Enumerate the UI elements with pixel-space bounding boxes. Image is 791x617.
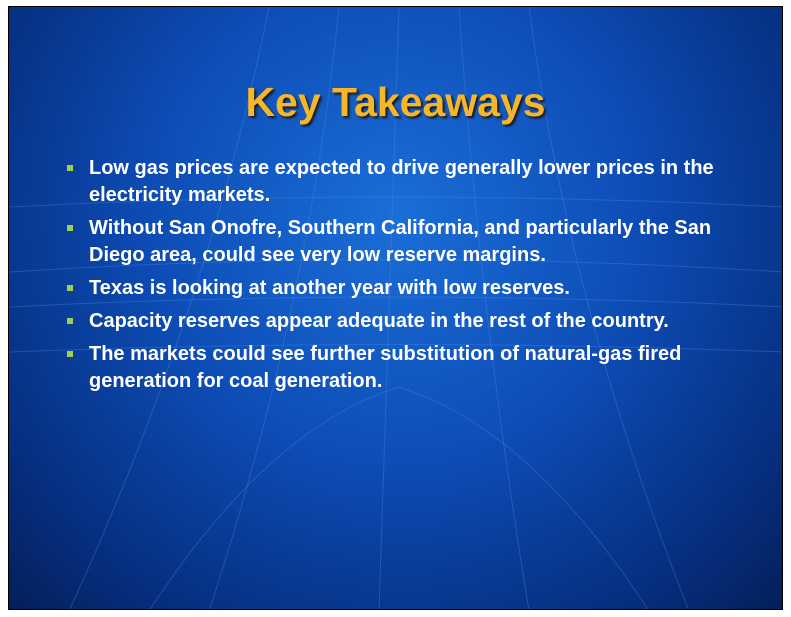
- slide-title: Key Takeaways: [245, 79, 546, 125]
- slide: Key Takeaways Low gas prices are expecte…: [8, 6, 783, 610]
- bullet-list: Low gas prices are expected to drive gen…: [67, 155, 767, 401]
- bullet: Low gas prices are expected to drive gen…: [67, 155, 767, 209]
- background-grid: [9, 7, 782, 609]
- bullet: Capacity reserves appear adequate in the…: [67, 308, 767, 335]
- bullet: The markets could see further substituti…: [67, 341, 767, 395]
- bullet: Texas is looking at another year with lo…: [67, 275, 767, 302]
- bullet: Without San Onofre, Southern California,…: [67, 215, 767, 269]
